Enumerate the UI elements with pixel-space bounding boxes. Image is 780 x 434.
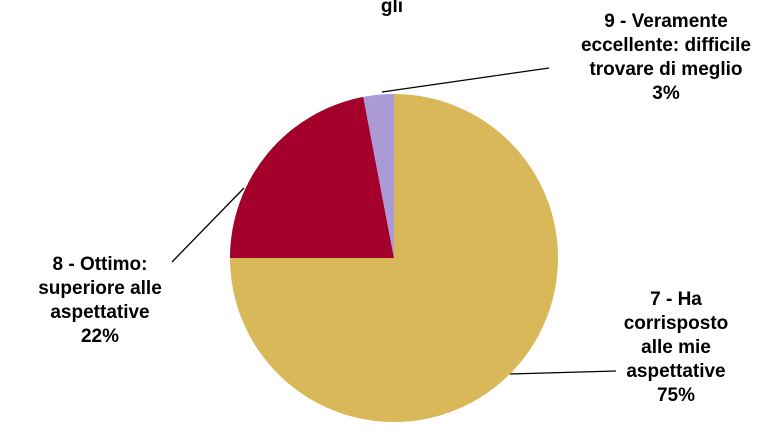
pie-slices: [230, 94, 558, 422]
slice-label-line: alle mie: [641, 337, 711, 358]
chart-title: gli: [381, 0, 403, 17]
slice-label-line: superiore alle: [38, 278, 162, 299]
slice-label-line: eccellente: difficile: [581, 35, 751, 56]
slice-label-3: 9 - Veramente eccellente: difficile trovar…: [581, 11, 751, 104]
leader-line-2: [171, 187, 245, 263]
slice-labels: 7 - Ha corrisposto alle mie aspettative 75% 8…: [38, 11, 751, 406]
slice-label-1: 7 - Ha corrisposto alle mie aspettative 75%: [624, 289, 729, 406]
slice-label-line: aspettative: [626, 361, 725, 382]
leader-line-1: [509, 370, 617, 375]
slice-label-2: 8 - Ottimo: superiore alle aspettative 22%: [38, 254, 162, 347]
pie-slice-3: [363, 94, 394, 258]
slice-label-line: 8 - Ottimo:: [53, 254, 148, 275]
slice-percent-label: 22%: [81, 326, 119, 347]
slice-label-line: 7 - Ha: [650, 289, 702, 310]
leader-lines: [171, 67, 617, 375]
slice-percent-label: 3%: [652, 83, 680, 104]
slice-percent-label: 75%: [657, 385, 695, 406]
slice-label-line: trovare di meglio: [589, 59, 742, 80]
leader-line-3: [381, 67, 550, 93]
slice-label-line: aspettative: [50, 302, 149, 323]
slice-label-line: corrisposto: [624, 313, 729, 334]
pie-slice-2: [230, 96, 394, 259]
slice-label-line: 9 - Veramente: [604, 11, 728, 32]
